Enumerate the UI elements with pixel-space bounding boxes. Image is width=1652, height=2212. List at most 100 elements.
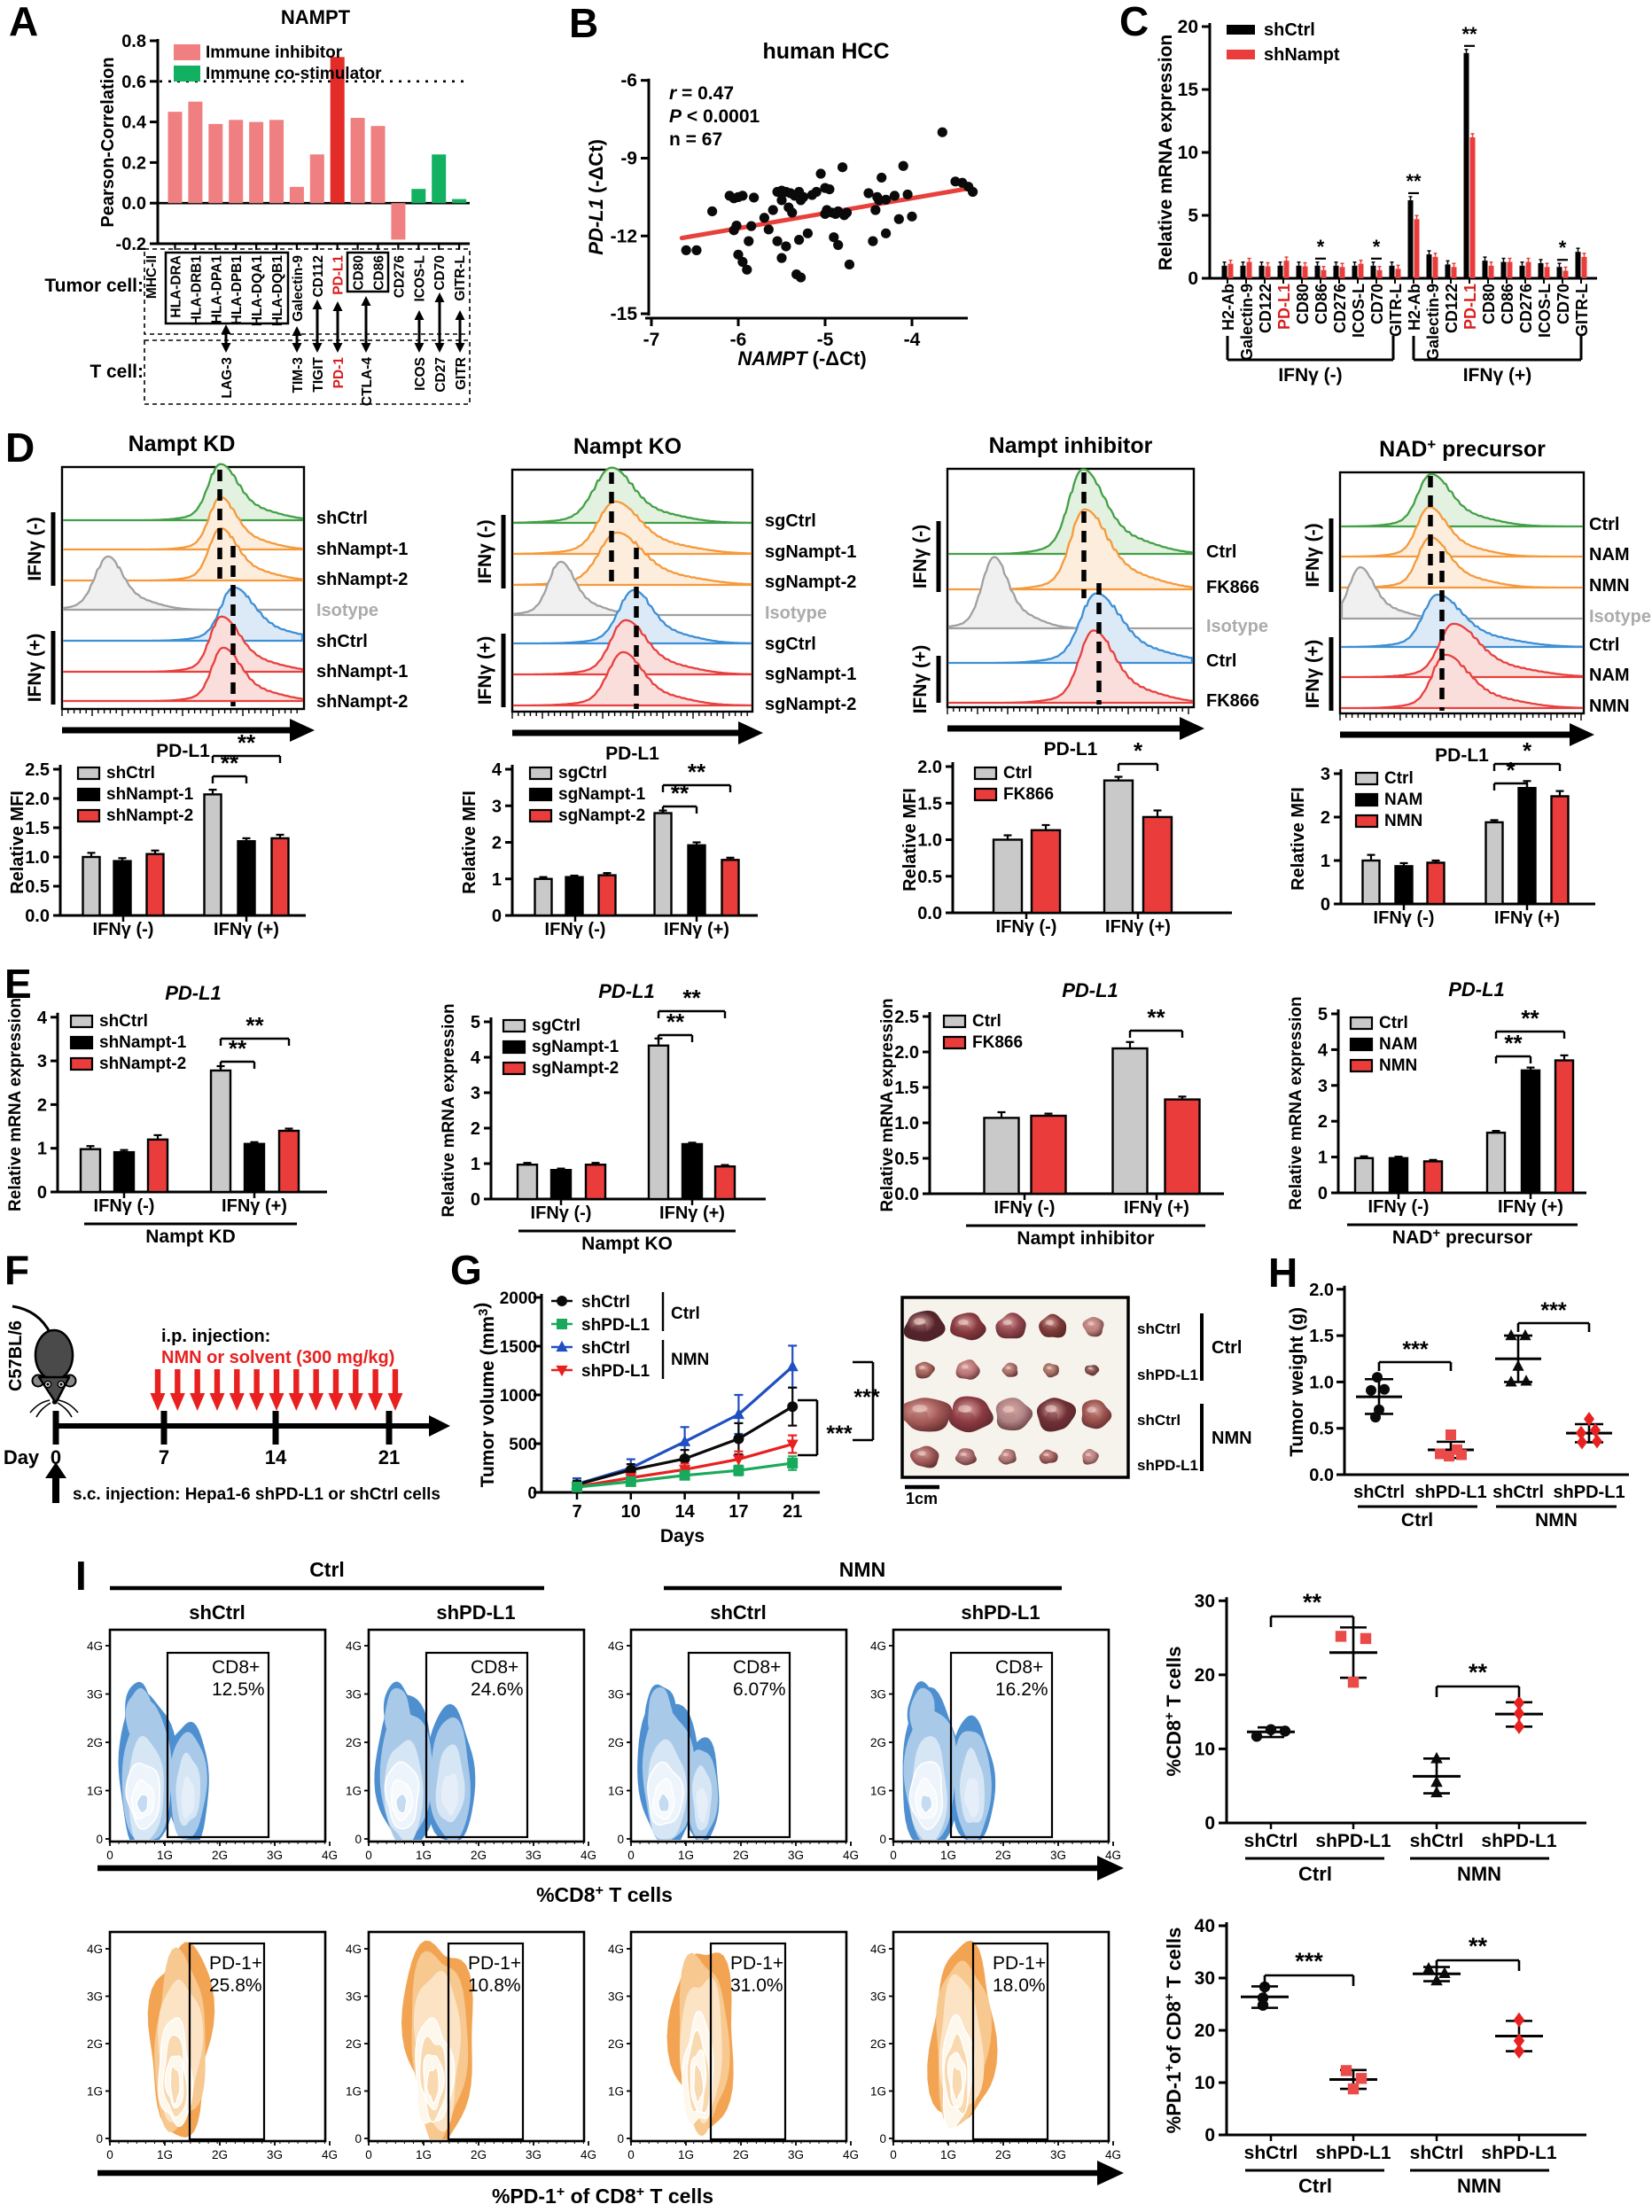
svg-text:0: 0 <box>890 1849 897 1862</box>
svg-text:500: 500 <box>509 1436 537 1454</box>
svg-text:**: ** <box>666 1009 685 1035</box>
svg-text:0.0: 0.0 <box>917 904 942 923</box>
svg-text:4G: 4G <box>608 1640 624 1653</box>
svg-text:shPD-L1: shPD-L1 <box>1481 2143 1557 2163</box>
svg-text:2.5: 2.5 <box>894 1008 919 1027</box>
svg-text:3: 3 <box>1318 1077 1328 1096</box>
svg-text:%CD8+ T cells: %CD8+ T cells <box>536 1883 673 1906</box>
svg-text:IFNγ (-): IFNγ (-) <box>545 920 606 939</box>
svg-text:***: *** <box>826 1421 852 1446</box>
svg-text:-12: -12 <box>611 226 637 246</box>
svg-text:10: 10 <box>1195 2073 1215 2093</box>
svg-text:1: 1 <box>1318 1149 1328 1168</box>
svg-text:PD-L1: PD-L1 <box>1044 739 1098 759</box>
svg-text:1G: 1G <box>346 1785 362 1798</box>
svg-text:25.8%: 25.8% <box>209 1975 262 1996</box>
svg-text:2G: 2G <box>733 2148 749 2161</box>
svg-text:*: * <box>1134 737 1143 764</box>
svg-text:0: 0 <box>365 1849 372 1862</box>
svg-text:0: 0 <box>106 2148 113 2161</box>
svg-text:4: 4 <box>492 760 503 780</box>
svg-text:ICOS-L: ICOS-L <box>1350 284 1368 338</box>
svg-text:4G: 4G <box>1105 1849 1121 1862</box>
svg-text:0.0: 0.0 <box>121 194 146 214</box>
svg-text:**: ** <box>1521 1005 1539 1032</box>
svg-text:Tumor cell:: Tumor cell: <box>44 276 144 296</box>
svg-text:shCtrl: shCtrl <box>106 764 155 783</box>
svg-text:PD-L1: PD-L1 <box>1461 284 1479 330</box>
svg-text:A: A <box>9 0 38 44</box>
svg-text:2: 2 <box>37 1095 47 1115</box>
svg-text:**: ** <box>221 750 239 776</box>
svg-text:1G: 1G <box>940 2148 956 2161</box>
svg-text:CD112: CD112 <box>311 255 326 297</box>
svg-text:4G: 4G <box>581 2148 596 2161</box>
svg-text:4G: 4G <box>322 2148 338 2161</box>
svg-text:Relative mRNA expression: Relative mRNA expression <box>878 998 897 1211</box>
svg-text:Pearson-Correlation: Pearson-Correlation <box>98 57 118 227</box>
svg-text:Ctrl: Ctrl <box>1206 542 1236 562</box>
svg-text:0: 0 <box>492 907 502 926</box>
svg-text:T cell:: T cell: <box>90 362 144 382</box>
svg-text:NAM: NAM <box>1589 666 1630 685</box>
svg-text:IFNγ (+): IFNγ (+) <box>659 1203 725 1223</box>
svg-text:0.8: 0.8 <box>121 32 146 51</box>
svg-text:2G: 2G <box>471 2148 487 2161</box>
svg-text:CD122: CD122 <box>1443 284 1461 333</box>
svg-text:sgNampt-1: sgNampt-1 <box>765 665 856 684</box>
svg-text:0: 0 <box>617 1833 624 1846</box>
svg-text:2G: 2G <box>995 1849 1011 1862</box>
svg-text:0: 0 <box>51 1446 61 1468</box>
svg-text:F: F <box>4 1247 29 1293</box>
svg-text:1.0: 1.0 <box>917 831 942 851</box>
svg-text:IFNγ (-): IFNγ (-) <box>1303 523 1323 587</box>
svg-text:Galectin-9: Galectin-9 <box>291 255 306 322</box>
svg-text:0: 0 <box>890 2148 897 2161</box>
svg-text:NMN: NMN <box>1589 697 1630 716</box>
svg-text:24.6%: 24.6% <box>471 1679 524 1700</box>
svg-text:1.5: 1.5 <box>1309 1327 1334 1346</box>
svg-text:TIM-3: TIM-3 <box>291 357 306 393</box>
svg-text:Relative MFI: Relative MFI <box>1289 787 1308 891</box>
svg-text:**: ** <box>245 1012 264 1039</box>
svg-text:shPD-L1: shPD-L1 <box>581 1316 651 1335</box>
svg-text:1: 1 <box>471 1155 480 1174</box>
svg-text:31.0%: 31.0% <box>730 1975 783 1996</box>
svg-text:14: 14 <box>265 1446 287 1468</box>
svg-text:shPD-L1: shPD-L1 <box>961 1601 1040 1624</box>
svg-text:-15: -15 <box>611 304 638 324</box>
svg-text:NMN: NMN <box>671 1351 709 1369</box>
svg-text:*: * <box>1523 737 1532 764</box>
svg-text:CD276: CD276 <box>1517 284 1535 333</box>
svg-text:shCtrl: shCtrl <box>316 509 368 528</box>
svg-text:sgNampt-2: sgNampt-2 <box>765 695 856 714</box>
svg-text:0: 0 <box>106 1849 113 1862</box>
svg-text:shPD-L1: shPD-L1 <box>1315 1831 1391 1851</box>
svg-text:0: 0 <box>1204 2125 1215 2146</box>
svg-text:-9: -9 <box>620 148 637 168</box>
svg-text:FK866: FK866 <box>1206 578 1259 597</box>
svg-text:3G: 3G <box>526 2148 542 2161</box>
svg-text:shPD-L1: shPD-L1 <box>436 1601 515 1624</box>
svg-text:i.p. injection:: i.p. injection: <box>161 1327 270 1346</box>
svg-text:10: 10 <box>1195 1739 1215 1759</box>
svg-text:**: ** <box>671 780 690 806</box>
svg-text:Ctrl: Ctrl <box>1384 769 1414 788</box>
svg-text:2G: 2G <box>87 2037 103 2051</box>
svg-text:shPD-L1: shPD-L1 <box>1481 1831 1557 1851</box>
svg-text:CD122: CD122 <box>1257 284 1274 333</box>
svg-text:3: 3 <box>471 1084 480 1103</box>
svg-text:shNampt-1: shNampt-1 <box>316 662 408 682</box>
svg-text:1G: 1G <box>608 1785 624 1798</box>
svg-text:2: 2 <box>492 834 502 853</box>
svg-text:NAM: NAM <box>1384 791 1422 809</box>
svg-text:4G: 4G <box>87 1640 103 1653</box>
svg-text:I: I <box>75 1553 87 1599</box>
svg-text:PD-1+: PD-1+ <box>730 1953 783 1974</box>
svg-text:3G: 3G <box>788 1849 804 1862</box>
svg-text:2G: 2G <box>212 1849 228 1862</box>
svg-text:Relative mRNA expression: Relative mRNA expression <box>440 1003 458 1217</box>
svg-text:Days: Days <box>660 1526 705 1546</box>
svg-text:IFNγ (-): IFNγ (-) <box>94 1196 155 1216</box>
svg-text:3G: 3G <box>608 1688 624 1702</box>
